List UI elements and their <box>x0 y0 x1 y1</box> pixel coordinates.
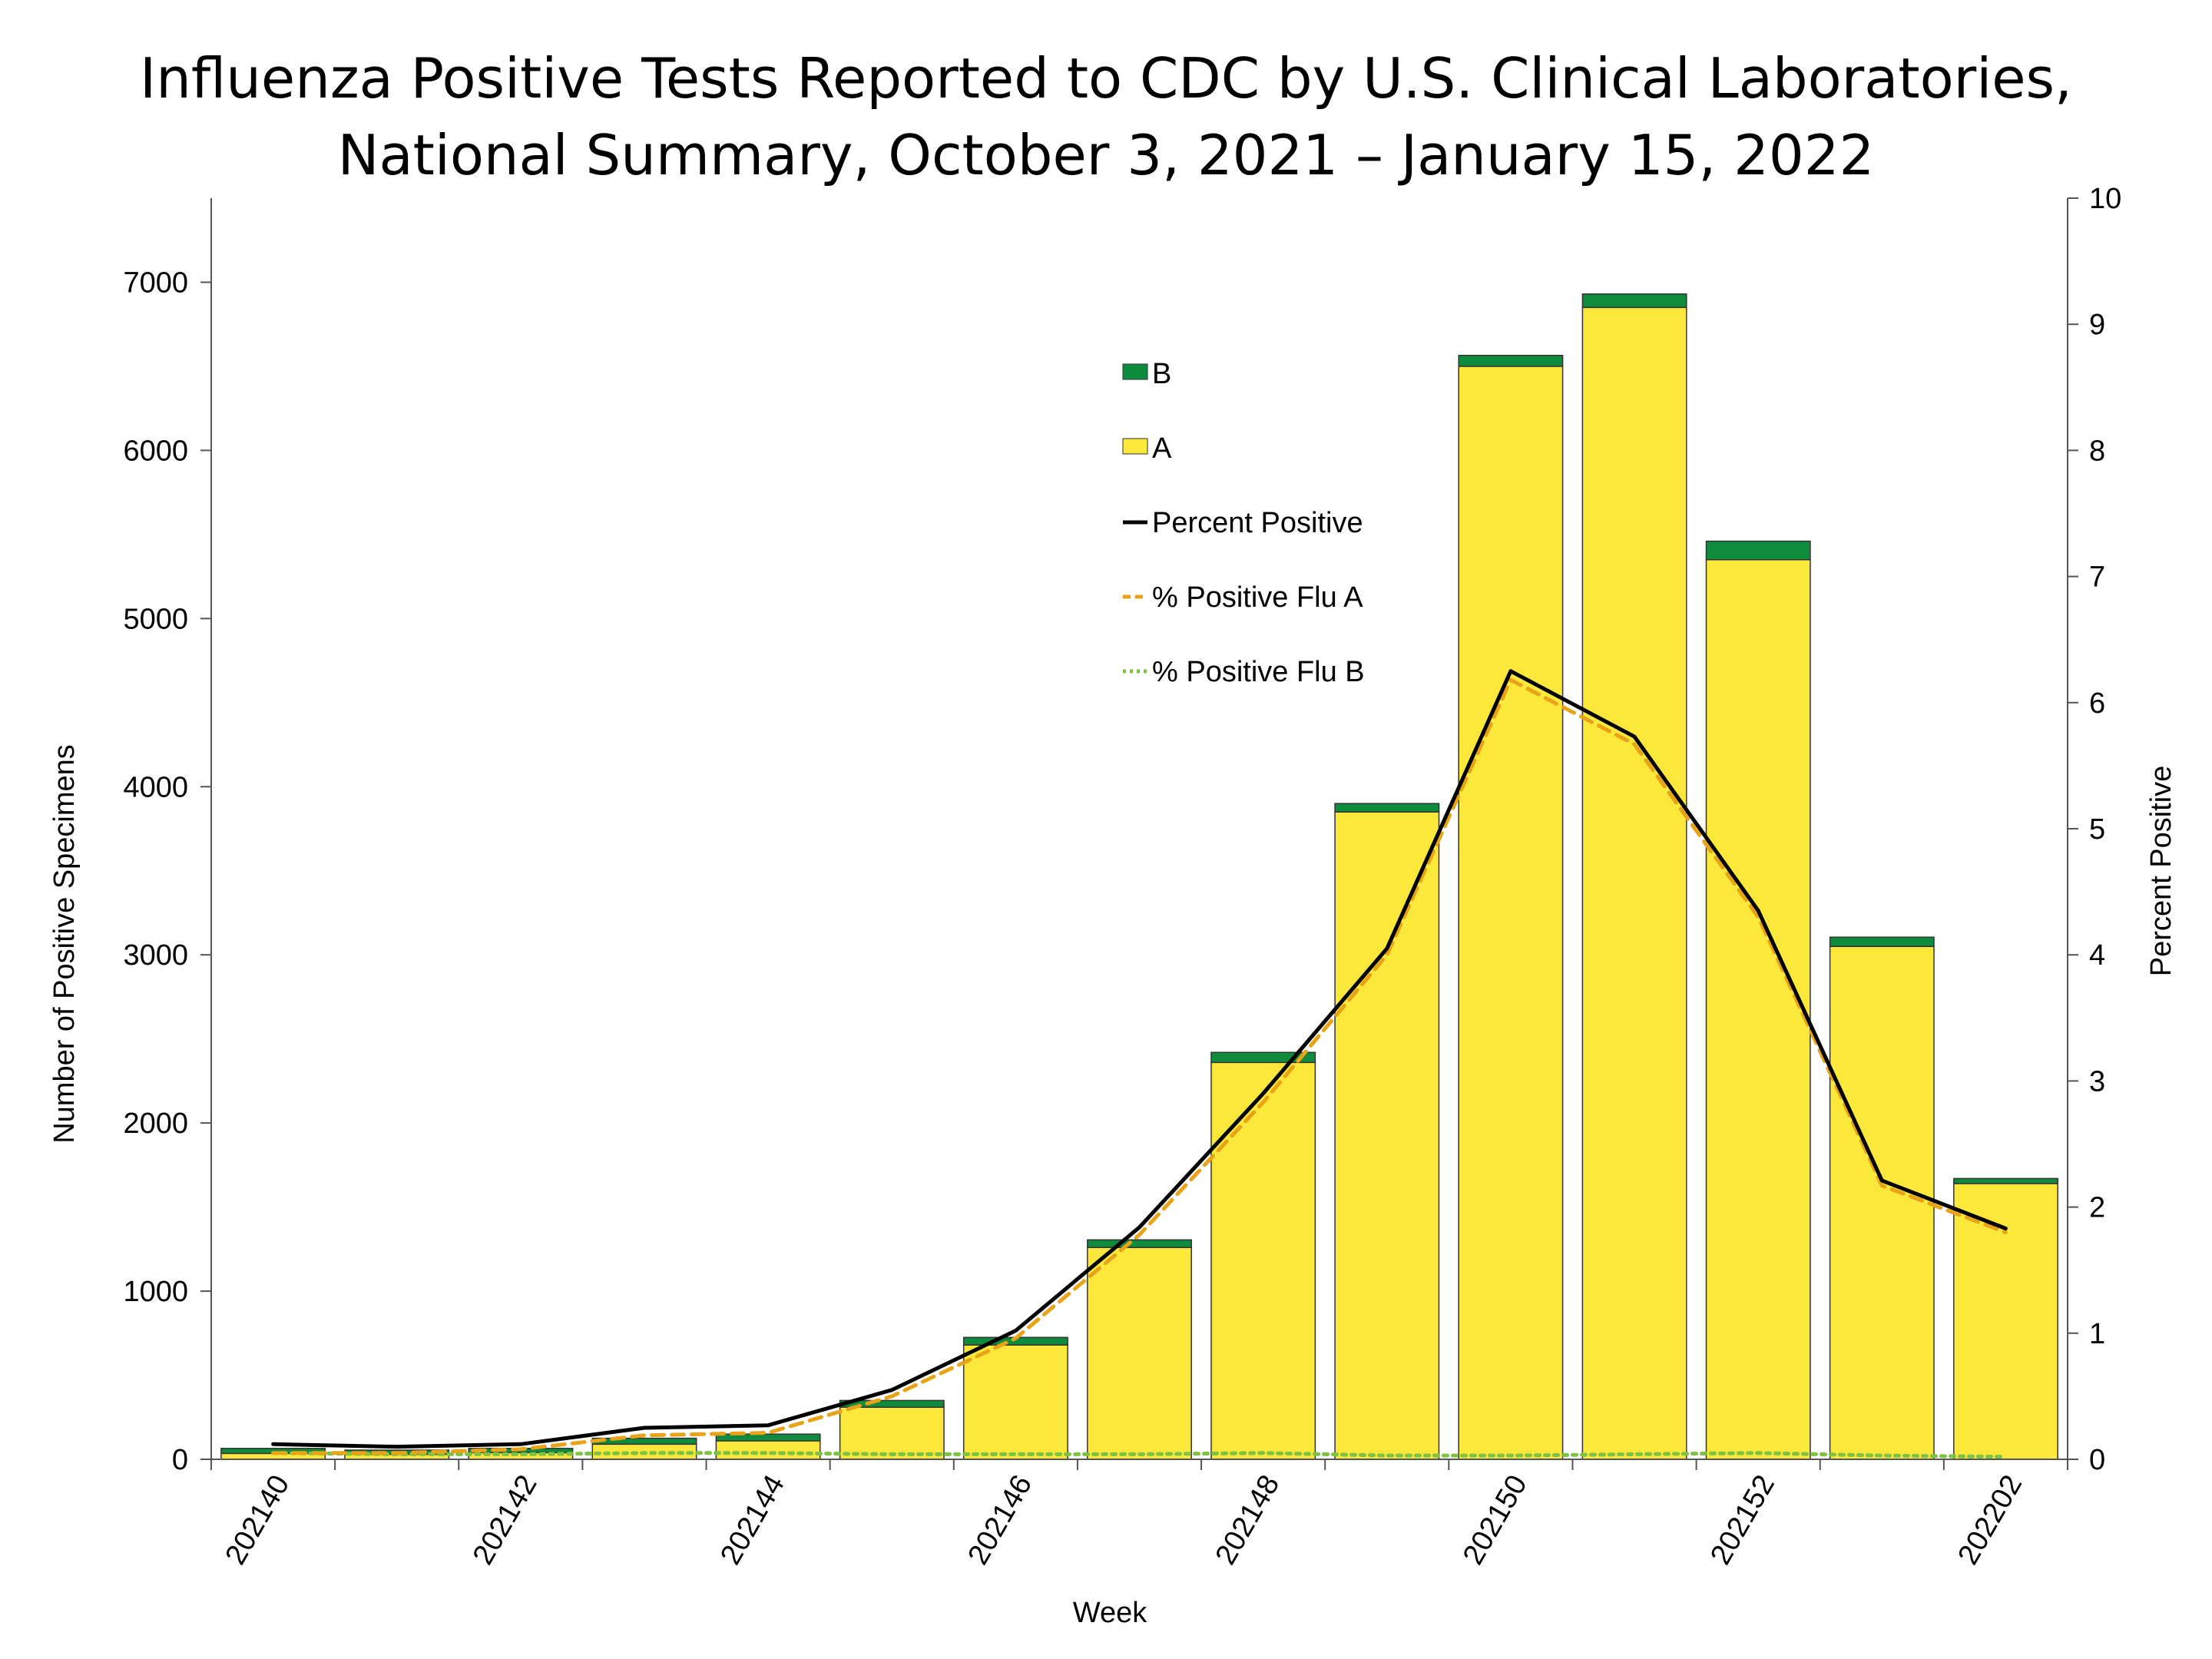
x-tick-label: 202146 <box>962 1470 1038 1571</box>
bar-b-202144 <box>715 1433 821 1442</box>
legend-swatch-b <box>1122 363 1148 380</box>
chart-title-line-2: National Summary, October 3, 2021 – Janu… <box>337 123 1875 187</box>
bar-a-202148 <box>1210 1061 1316 1460</box>
y2-tick-label: 4 <box>2089 939 2105 972</box>
y-axis-title: Number of Positive Specimens <box>48 744 81 1144</box>
y2-tick-label: 10 <box>2089 183 2121 215</box>
bar-b-202151 <box>1581 293 1687 309</box>
x-tick-label: 202142 <box>467 1470 544 1571</box>
bar-a-202202 <box>1953 1183 2058 1460</box>
legend-label-a: A <box>1152 432 1172 465</box>
bars-layer <box>220 293 2058 1460</box>
bar-b-202147 <box>1087 1239 1192 1248</box>
x-axis-title: Week <box>1073 1597 1147 1629</box>
bar-b-202150 <box>1458 354 1564 367</box>
x-tick-label: 202150 <box>1457 1469 1534 1570</box>
x-tick-label: 202148 <box>1210 1470 1286 1571</box>
bar-b-202149 <box>1334 803 1440 813</box>
x-tick-label: 202152 <box>1704 1470 1781 1571</box>
y2-tick-label: 7 <box>2089 561 2105 594</box>
bar-a-202149 <box>1334 811 1440 1460</box>
y2-tick-label: 9 <box>2089 309 2105 341</box>
y-tick-label: 2000 <box>123 1108 188 1140</box>
y-tick-label: 3000 <box>123 939 188 972</box>
bar-b-202201 <box>1829 936 1935 947</box>
bar-a-202145 <box>839 1406 945 1460</box>
bar-b-202148 <box>1210 1051 1316 1064</box>
legend-layer: B A Percent Positive % Positive Flu A % Posi… <box>1122 358 1365 688</box>
bar-a-202201 <box>1829 945 1935 1460</box>
y2-tick-label: 5 <box>2089 813 2105 846</box>
bar-a-202144 <box>715 1440 821 1460</box>
x-tick-label: 202140 <box>220 1470 296 1571</box>
lines-layer <box>271 669 2008 1459</box>
bar-b-202143 <box>591 1437 697 1445</box>
legend-label-percent-positive: Percent Positive <box>1152 507 1363 539</box>
y-tick-label: 0 <box>172 1444 188 1476</box>
series-line-percent-positive <box>271 669 2008 1449</box>
y2-tick-label: 3 <box>2089 1065 2105 1098</box>
legend-swatch-a <box>1122 438 1148 455</box>
bar-a-202151 <box>1581 306 1687 1460</box>
bar-a-202150 <box>1458 366 1564 1460</box>
y-tick-label: 7000 <box>123 267 188 299</box>
y-tick-label: 5000 <box>123 603 188 635</box>
y2-tick-label: 8 <box>2089 435 2105 467</box>
chart-title: Influenza Positive Tests Reported to CDC… <box>0 40 2212 194</box>
x-tick-label: 202144 <box>714 1470 791 1571</box>
series-line--positive-flu-a <box>271 677 2008 1455</box>
legend-label-b: B <box>1152 358 1171 390</box>
series-line--positive-flu-b <box>271 1451 2008 1459</box>
y-tick-label: 1000 <box>123 1276 188 1308</box>
bar-a-202146 <box>962 1344 1068 1460</box>
x-tick-label: 202202 <box>1952 1470 2028 1571</box>
legend-label--positive-flu-b: % Positive Flu B <box>1152 656 1365 688</box>
y2-tick-label: 0 <box>2089 1444 2105 1476</box>
bar-a-202147 <box>1087 1247 1192 1460</box>
chart-title-line-1: Influenza Positive Tests Reported to CDC… <box>140 46 2072 111</box>
y2-tick-label: 1 <box>2089 1318 2105 1350</box>
bar-b-202152 <box>1705 540 1811 561</box>
y2-tick-label: 2 <box>2089 1192 2105 1224</box>
y-tick-label: 6000 <box>123 435 188 467</box>
bar-b-202202 <box>1953 1177 2058 1184</box>
y2-axis-title: Percent Positive <box>2145 766 2177 977</box>
legend-label--positive-flu-a: % Positive Flu A <box>1152 581 1363 614</box>
y2-tick-label: 6 <box>2089 687 2105 720</box>
y-tick-label: 4000 <box>123 771 188 803</box>
bar-a-202152 <box>1705 558 1811 1460</box>
